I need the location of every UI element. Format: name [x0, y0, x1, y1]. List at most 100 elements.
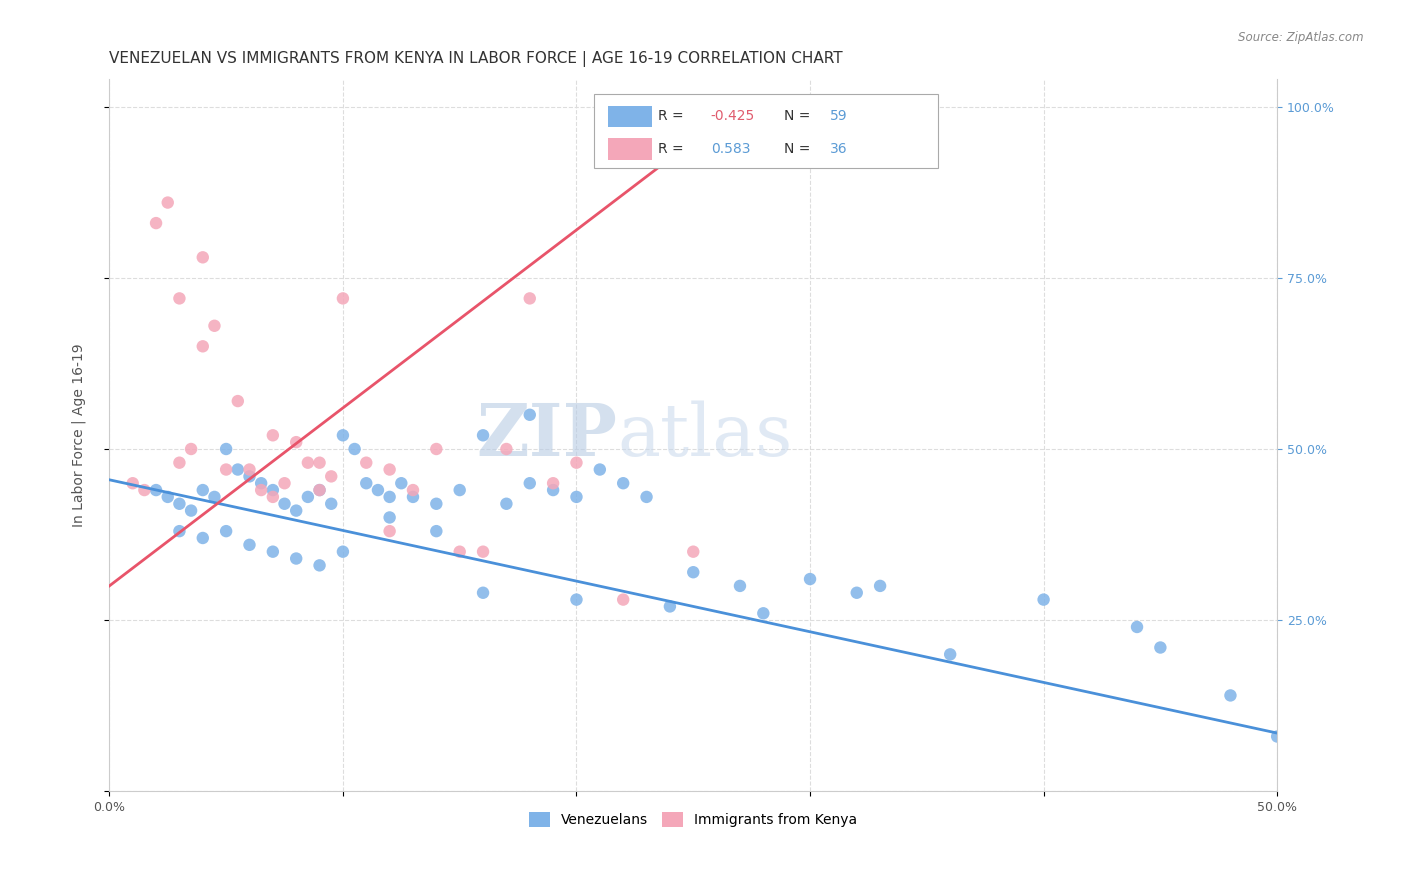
Point	[752, 607, 775, 621]
Point	[332, 544, 354, 558]
Point	[682, 565, 704, 579]
Point	[612, 592, 634, 607]
Point	[389, 476, 412, 491]
Point	[658, 599, 681, 614]
Point	[308, 483, 330, 497]
Point	[134, 483, 156, 497]
Point	[273, 476, 295, 491]
FancyBboxPatch shape	[607, 138, 652, 160]
Point	[285, 435, 308, 450]
Point	[215, 524, 238, 538]
Point	[156, 195, 179, 210]
Text: 36: 36	[830, 142, 848, 156]
Point	[262, 490, 284, 504]
Point	[472, 544, 495, 558]
Point	[425, 442, 447, 456]
Text: atlas: atlas	[617, 400, 793, 471]
Point	[378, 524, 401, 538]
Point	[565, 592, 588, 607]
FancyBboxPatch shape	[607, 105, 652, 127]
Point	[1126, 620, 1149, 634]
Point	[204, 490, 226, 504]
Point	[121, 476, 143, 491]
Point	[636, 490, 658, 504]
Point	[402, 490, 425, 504]
Point	[378, 510, 401, 524]
Legend: Venezuelans, Immigrants from Kenya: Venezuelans, Immigrants from Kenya	[522, 805, 865, 834]
Point	[191, 483, 214, 497]
Point	[250, 483, 273, 497]
Point	[1265, 730, 1288, 744]
Text: R =: R =	[658, 110, 688, 123]
Point	[1149, 640, 1171, 655]
Point	[226, 462, 249, 476]
Point	[589, 462, 612, 476]
Point	[356, 456, 378, 470]
Point	[191, 531, 214, 545]
FancyBboxPatch shape	[593, 94, 938, 169]
Text: N =: N =	[785, 110, 815, 123]
Point	[308, 558, 330, 573]
Point	[845, 586, 868, 600]
Point	[378, 462, 401, 476]
Point	[308, 456, 330, 470]
Point	[308, 483, 330, 497]
Point	[226, 394, 249, 409]
Point	[215, 462, 238, 476]
Point	[169, 524, 191, 538]
Y-axis label: In Labor Force | Age 16-19: In Labor Force | Age 16-19	[72, 343, 86, 527]
Text: VENEZUELAN VS IMMIGRANTS FROM KENYA IN LABOR FORCE | AGE 16-19 CORRELATION CHART: VENEZUELAN VS IMMIGRANTS FROM KENYA IN L…	[110, 51, 844, 67]
Point	[297, 456, 319, 470]
Text: ZIP: ZIP	[477, 400, 617, 471]
Point	[285, 503, 308, 517]
Point	[145, 483, 167, 497]
Point	[169, 292, 191, 306]
Point	[180, 442, 202, 456]
Point	[728, 579, 751, 593]
Point	[321, 469, 343, 483]
Point	[495, 497, 517, 511]
Point	[541, 483, 564, 497]
Point	[1032, 592, 1054, 607]
Point	[495, 442, 517, 456]
Point	[356, 476, 378, 491]
Point	[145, 216, 167, 230]
Point	[273, 497, 295, 511]
Point	[285, 551, 308, 566]
Text: 0.583: 0.583	[711, 142, 751, 156]
Point	[191, 339, 214, 353]
Point	[169, 456, 191, 470]
Point	[238, 462, 260, 476]
Point	[378, 490, 401, 504]
Point	[180, 503, 202, 517]
Point	[519, 408, 541, 422]
Point	[238, 469, 260, 483]
Point	[332, 428, 354, 442]
Text: R =: R =	[658, 142, 688, 156]
Point	[472, 428, 495, 442]
Point	[169, 497, 191, 511]
Point	[297, 490, 319, 504]
Point	[449, 483, 471, 497]
Point	[425, 497, 447, 511]
Point	[156, 490, 179, 504]
Point	[519, 292, 541, 306]
Point	[1219, 689, 1241, 703]
Point	[519, 476, 541, 491]
Point	[262, 544, 284, 558]
Point	[343, 442, 366, 456]
Point	[367, 483, 389, 497]
Point	[799, 572, 821, 586]
Point	[321, 497, 343, 511]
Point	[939, 648, 962, 662]
Point	[612, 476, 634, 491]
Point	[565, 456, 588, 470]
Text: Source: ZipAtlas.com: Source: ZipAtlas.com	[1239, 31, 1364, 45]
Point	[250, 476, 273, 491]
Point	[682, 544, 704, 558]
Point	[472, 586, 495, 600]
Point	[425, 524, 447, 538]
Text: N =: N =	[785, 142, 815, 156]
Point	[215, 442, 238, 456]
Text: 59: 59	[830, 110, 848, 123]
